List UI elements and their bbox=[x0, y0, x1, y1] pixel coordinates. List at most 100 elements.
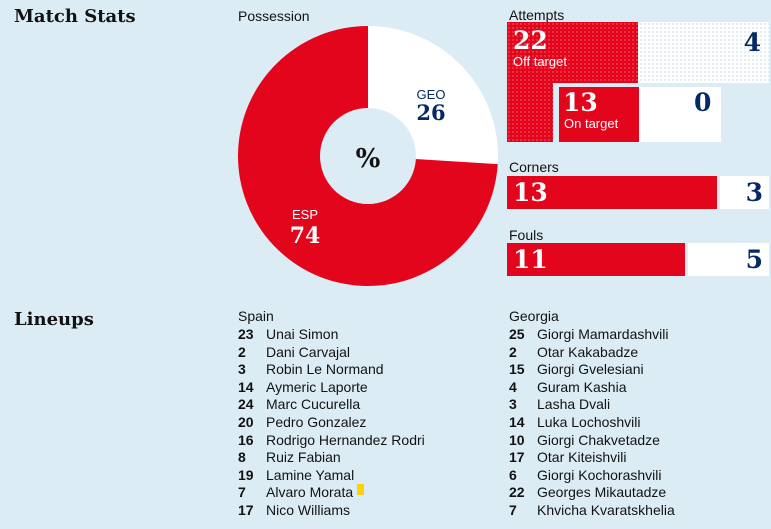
player-number: 24 bbox=[238, 396, 254, 413]
player-row: 2 Dani Carvajal bbox=[238, 344, 425, 362]
corners-away-fill bbox=[720, 176, 769, 209]
player-name: Marc Cucurella bbox=[266, 396, 361, 413]
match-stats-heading: Match Stats bbox=[14, 6, 136, 27]
player-number: 16 bbox=[238, 431, 254, 448]
player-number: 4 bbox=[509, 378, 517, 395]
player-row: 23 Unai Simon bbox=[238, 326, 425, 344]
player-row: 10 Giorgi Chakvetadze bbox=[509, 432, 675, 450]
player-name: Rodrigo Hernandez Rodri bbox=[266, 431, 425, 448]
player-row: 25 Giorgi Mamardashvili bbox=[509, 326, 675, 344]
player-name: Otar Kiteishvili bbox=[537, 449, 627, 466]
player-row: 19 Lamine Yamal bbox=[238, 467, 425, 485]
player-name: Otar Kakabadze bbox=[537, 343, 639, 360]
on-target-away-area bbox=[639, 87, 721, 142]
player-row: 16 Rodrigo Hernandez Rodri bbox=[238, 432, 425, 450]
player-row: 3 Lasha Dvali bbox=[509, 396, 675, 414]
on-target-home-value: 13 bbox=[563, 88, 598, 117]
player-row: 7 Alvaro Morata bbox=[238, 484, 425, 502]
player-number: 8 bbox=[238, 449, 246, 466]
player-name: Giorgi Mamardashvili bbox=[537, 326, 669, 342]
player-name: Dani Carvajal bbox=[266, 343, 351, 360]
player-name: Unai Simon bbox=[266, 326, 339, 342]
georgia-team-name: Georgia bbox=[509, 308, 559, 324]
player-name: Aymeric Laporte bbox=[266, 378, 368, 395]
player-number: 20 bbox=[238, 413, 254, 430]
player-number: 22 bbox=[509, 484, 525, 501]
player-row: 14 Aymeric Laporte bbox=[238, 379, 425, 397]
player-row: 22 Georges Mikautadze bbox=[509, 484, 675, 502]
player-number: 17 bbox=[238, 501, 254, 518]
spain-team-name: Spain bbox=[238, 308, 274, 324]
fouls-away-fill bbox=[688, 243, 769, 276]
player-number: 14 bbox=[238, 378, 254, 395]
fouls-home-value: 11 bbox=[513, 245, 548, 274]
player-name: Khvicha Kvaratskhelia bbox=[537, 501, 675, 518]
player-number: 15 bbox=[509, 361, 525, 378]
player-number: 3 bbox=[238, 361, 246, 378]
player-number: 17 bbox=[509, 449, 525, 466]
off-target-label: Off target bbox=[513, 54, 567, 69]
geo-possession-value: 26 bbox=[416, 100, 445, 125]
player-name: Giorgi Chakvetadze bbox=[537, 431, 660, 448]
fouls-away-value: 5 bbox=[745, 245, 763, 274]
geo-abbr: GEO bbox=[417, 87, 446, 102]
fouls-label: Fouls bbox=[509, 227, 544, 243]
spain-player-list: 23 Unai Simon 2 Dani Carvajal 3 Robin Le Norm… bbox=[238, 326, 425, 520]
georgia-lineup: Georgia 25 Giorgi Mamardashvili 2 Otar Kaka… bbox=[509, 308, 675, 520]
player-name: Giorgi Gvelesiani bbox=[537, 361, 644, 378]
attempts-graphic bbox=[507, 22, 769, 142]
player-row: 3 Robin Le Normand bbox=[238, 361, 425, 379]
player-row: 20 Pedro Gonzalez bbox=[238, 414, 425, 432]
player-number: 2 bbox=[509, 343, 517, 360]
player-row: 8 Ruiz Fabian bbox=[238, 449, 425, 467]
fouls-bar bbox=[507, 243, 769, 276]
fouls-home-fill bbox=[507, 243, 685, 276]
spain-lineup: Spain 23 Unai Simon 2 Dani Carvajal 3 Robin L… bbox=[238, 308, 425, 520]
corners-away-value: 3 bbox=[745, 178, 763, 207]
player-row: 7 Khvicha Kvaratskhelia bbox=[509, 502, 675, 520]
player-row: 4 Guram Kashia bbox=[509, 379, 675, 397]
esp-abbr: ESP bbox=[292, 207, 318, 222]
attempts-label: Attempts bbox=[509, 7, 565, 23]
player-name: Pedro Gonzalez bbox=[266, 413, 367, 430]
off-target-away-value: 4 bbox=[743, 28, 761, 57]
player-row: 6 Giorgi Kochorashvili bbox=[509, 467, 675, 485]
esp-possession-value: 74 bbox=[290, 223, 321, 249]
player-row: 17 Otar Kiteishvili bbox=[509, 449, 675, 467]
player-row: 14 Luka Lochoshvili bbox=[509, 414, 675, 432]
player-name: Georges Mikautadze bbox=[537, 484, 667, 501]
possession-label: Possession bbox=[238, 8, 310, 24]
player-row: 24 Marc Cucurella bbox=[238, 396, 425, 414]
player-name: Nico Williams bbox=[266, 501, 350, 518]
corners-label: Corners bbox=[509, 159, 559, 175]
player-number: 19 bbox=[238, 466, 254, 483]
player-number: 14 bbox=[509, 413, 525, 430]
player-name: Giorgi Kochorashvili bbox=[537, 466, 662, 483]
player-name: Lamine Yamal bbox=[266, 466, 355, 483]
player-row: 17 Nico Williams bbox=[238, 502, 425, 520]
player-row: 15 Giorgi Gvelesiani bbox=[509, 361, 675, 379]
player-number: 2 bbox=[238, 343, 246, 360]
player-name: Alvaro Morata bbox=[266, 484, 354, 501]
player-number: 6 bbox=[509, 466, 517, 483]
player-number: 3 bbox=[509, 396, 517, 413]
off-target-home-value: 22 bbox=[513, 26, 548, 55]
player-name: Lasha Dvali bbox=[537, 396, 611, 413]
corners-home-value: 13 bbox=[513, 178, 548, 207]
player-name: Robin Le Normand bbox=[266, 361, 384, 378]
possession-donut: % GEO 26 ESP 74 bbox=[238, 26, 498, 286]
player-number: 7 bbox=[509, 501, 517, 518]
on-target-home-area bbox=[559, 87, 639, 142]
player-number: 25 bbox=[509, 326, 525, 342]
on-target-away-value: 0 bbox=[694, 88, 712, 117]
donut-hole bbox=[320, 108, 416, 204]
player-name: Ruiz Fabian bbox=[266, 449, 341, 466]
corners-bar bbox=[507, 176, 769, 209]
yellow-card-icon bbox=[357, 484, 365, 496]
possession-center-label: % bbox=[356, 144, 381, 174]
lineups-heading: Lineups bbox=[14, 309, 94, 330]
player-row: 2 Otar Kakabadze bbox=[509, 344, 675, 362]
player-number: 7 bbox=[238, 484, 246, 501]
player-number: 10 bbox=[509, 431, 525, 448]
corners-home-fill bbox=[507, 176, 717, 209]
